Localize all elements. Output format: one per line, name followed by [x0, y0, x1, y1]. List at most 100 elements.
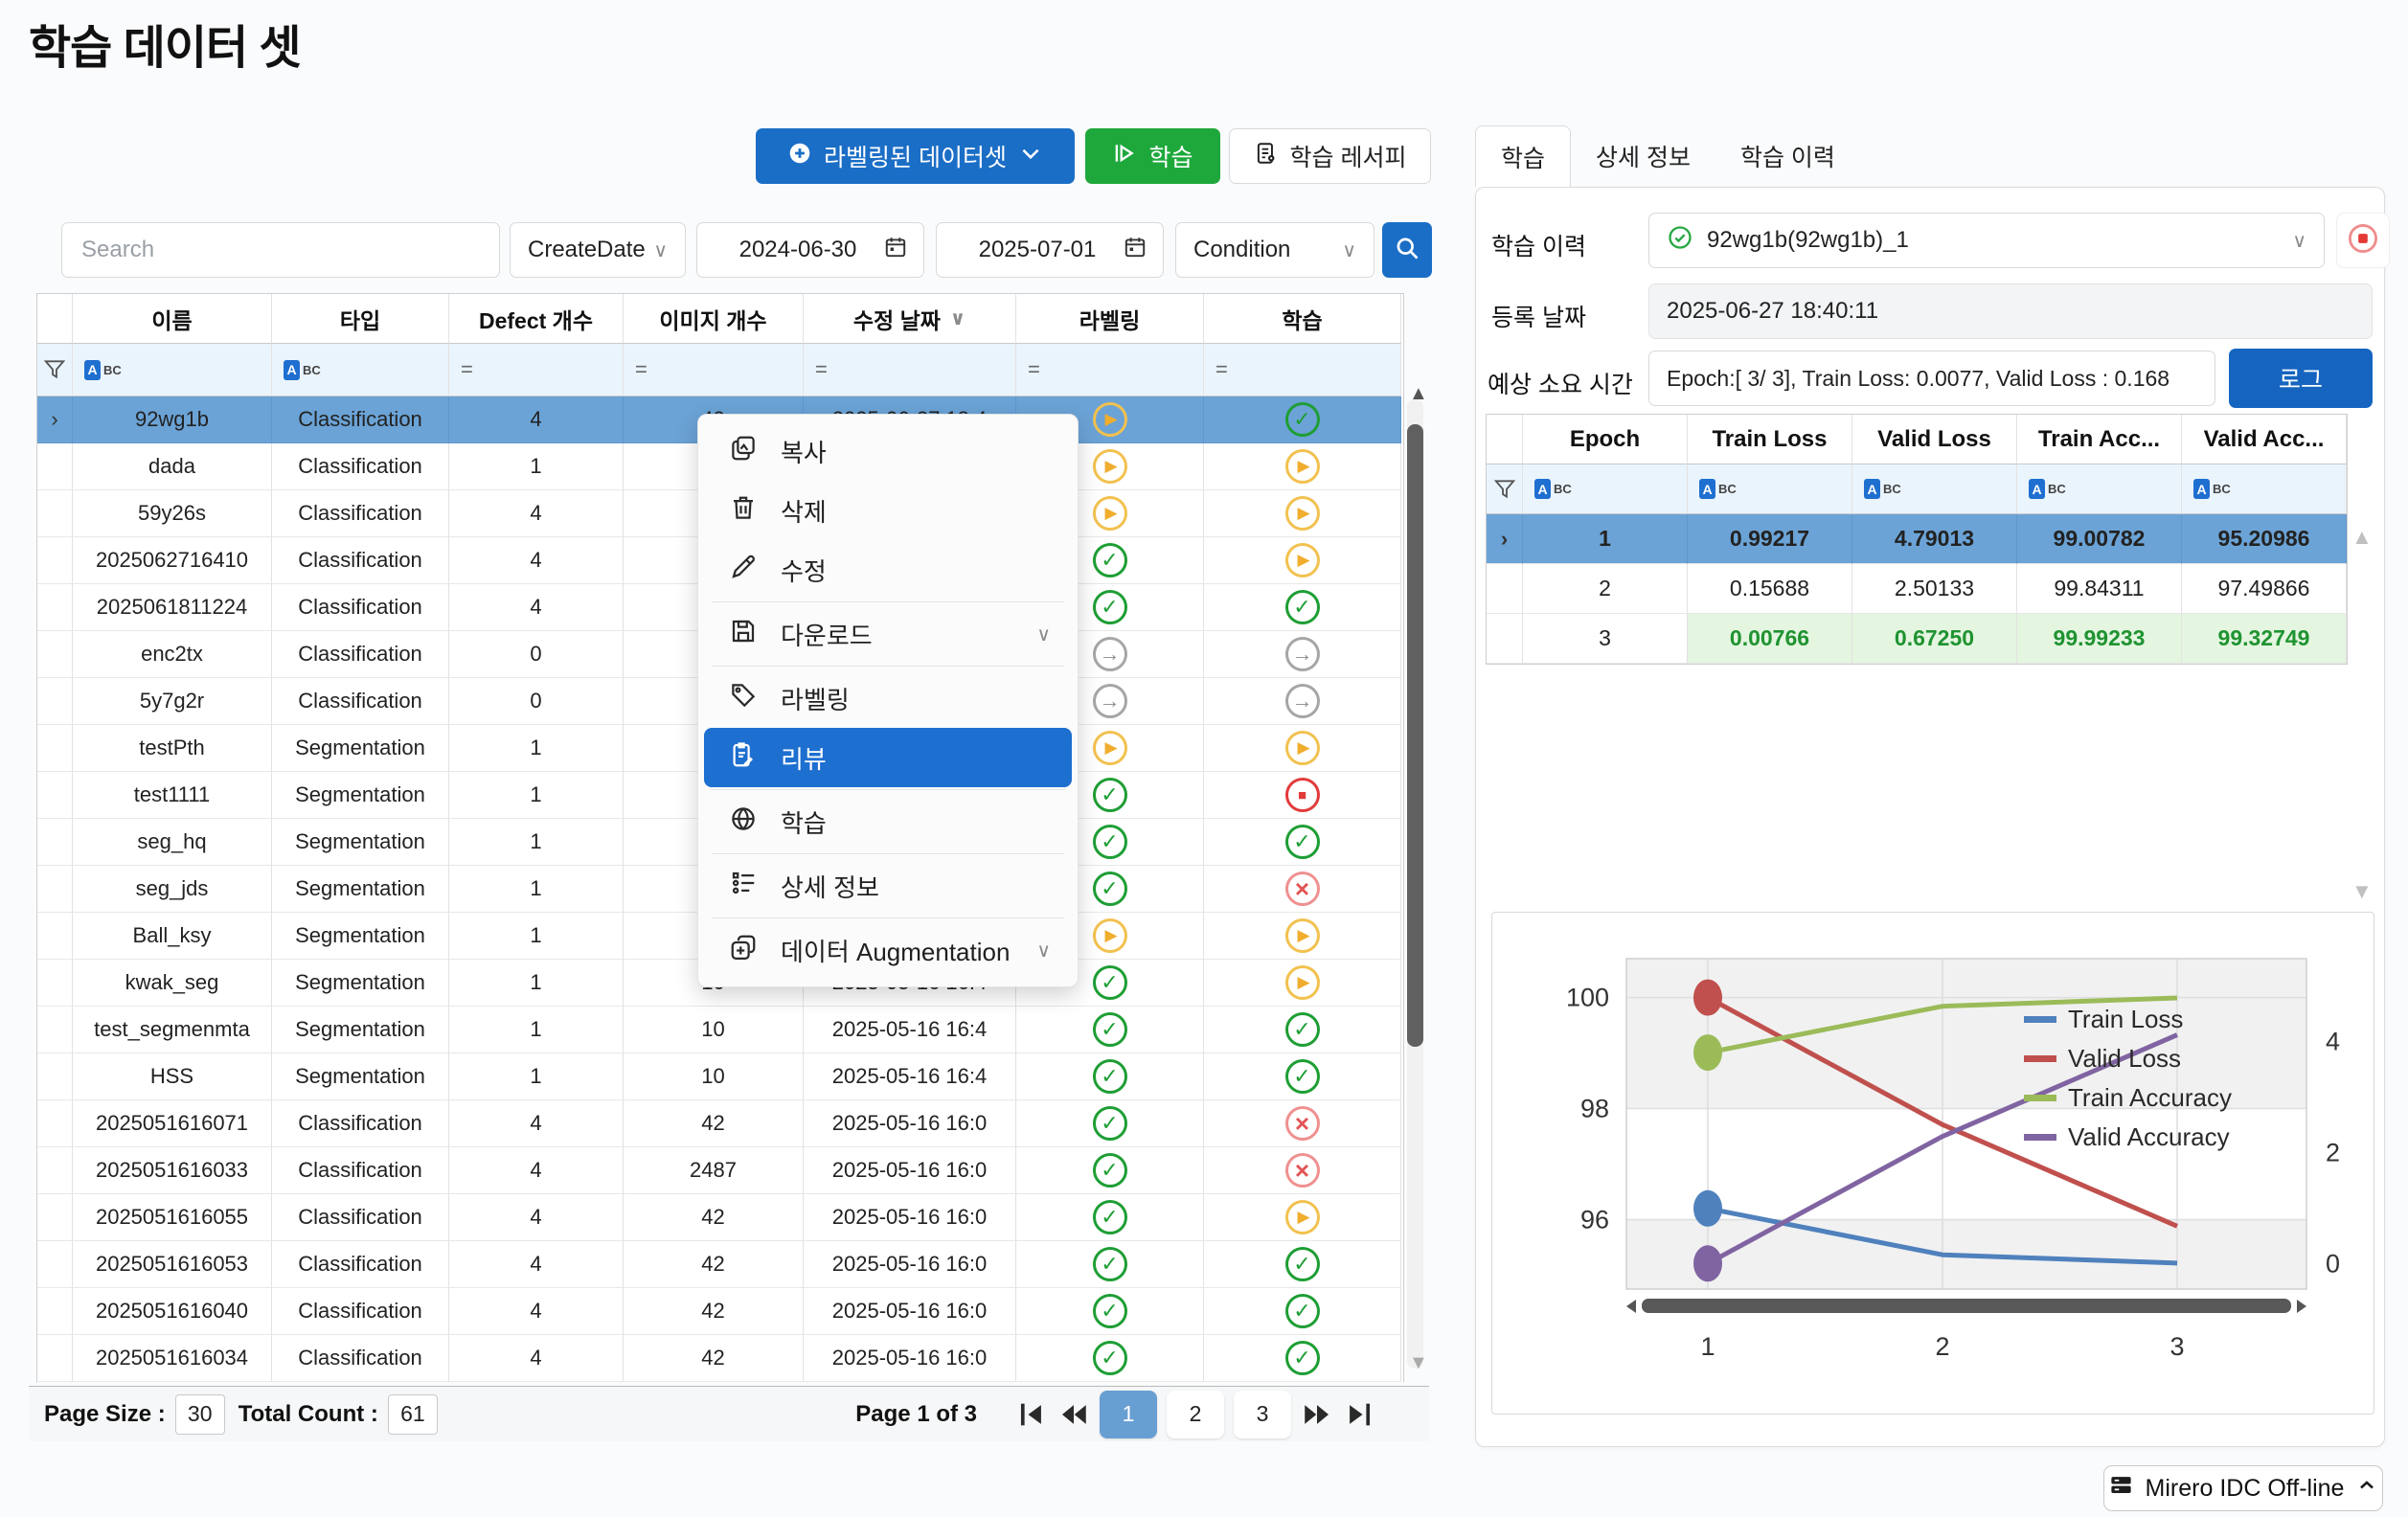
record-button[interactable] [2336, 213, 2390, 268]
date-to-input[interactable]: 2025-07-01 [936, 222, 1164, 278]
column-header-6[interactable]: 라벨링 [1016, 294, 1204, 344]
calendar-icon[interactable] [883, 235, 908, 266]
menu-item-5[interactable]: 라벨링 [704, 668, 1072, 728]
menu-item-2[interactable]: 삭제 [704, 481, 1072, 540]
filter-cell[interactable]: = [1016, 344, 1204, 396]
train-button[interactable]: 학습 [1085, 128, 1220, 184]
menu-item-3[interactable]: 수정 [704, 540, 1072, 600]
abc-filter-chip[interactable]: A BC [84, 359, 122, 380]
date-from-input[interactable]: 2024-06-30 [696, 222, 924, 278]
epoch-filter-cell[interactable]: A BC [2017, 464, 2182, 514]
table-row[interactable]: seg_hq Segmentation 1 ✓ ✓ [37, 819, 1403, 866]
menu-item-6[interactable]: 리뷰 [704, 728, 1072, 787]
training-history-select[interactable]: 92wg1b(92wg1b)_1 ∨ [1648, 213, 2325, 268]
scroll-down-icon[interactable]: ▼ [2351, 879, 2373, 903]
filter-cell[interactable]: = [624, 344, 804, 396]
table-row[interactable]: 2025061811224 Classification 4 ✓ ✓ [37, 584, 1403, 631]
page-size-input[interactable] [174, 1393, 225, 1435]
pager-first-icon[interactable] [1015, 1398, 1048, 1431]
epoch-filter-cell[interactable]: A BC [1688, 464, 1852, 514]
filter-cell[interactable]: = [1204, 344, 1401, 396]
column-header-3[interactable]: Defect 개수 [449, 294, 624, 344]
epoch-filter-cell[interactable]: A BC [2182, 464, 2347, 514]
table-row[interactable]: test1111 Segmentation 1 ✓ ■ [37, 772, 1403, 819]
total-count-input[interactable] [387, 1393, 438, 1435]
table-row[interactable]: Ball_ksy Segmentation 1 ▶ ▶ [37, 913, 1403, 960]
table-row[interactable]: 2025051616033 Classification 4 2487 2025-05-… [37, 1147, 1403, 1194]
tab-details[interactable]: 상세 정보 [1571, 125, 1715, 187]
pager-next-icon[interactable] [1301, 1398, 1333, 1431]
abc-filter-chip[interactable]: A BC [2029, 479, 2066, 499]
connection-status[interactable]: Mirero IDC Off-line [2103, 1465, 2383, 1511]
tab-history[interactable]: 학습 이력 [1715, 125, 1860, 187]
epoch-row[interactable]: 2 0.15688 2.50133 99.84311 97.49866 [1487, 564, 2347, 614]
abc-filter-chip[interactable]: A BC [284, 359, 321, 380]
pager-page-3[interactable]: 3 [1234, 1390, 1291, 1438]
pager-prev-icon[interactable] [1057, 1398, 1090, 1431]
epoch-column-header-4[interactable]: Train Acc... [2017, 415, 2182, 464]
labeling-status-check-icon: ✓ [1092, 825, 1127, 859]
scroll-up-icon[interactable]: ▲ [2351, 525, 2373, 549]
abc-filter-chip[interactable]: A BC [1699, 479, 1737, 499]
filter-cell[interactable]: = [804, 344, 1016, 396]
table-row[interactable]: 2025051616034 Classification 4 42 2025-05-16… [37, 1335, 1403, 1382]
cell-training: ✓ [1204, 1335, 1401, 1382]
table-row[interactable]: enc2tx Classification 0 → → [37, 631, 1403, 678]
menu-item-7[interactable]: 학습 [704, 792, 1072, 851]
filter-cell[interactable]: = [449, 344, 624, 396]
tab-train[interactable]: 학습 [1475, 125, 1572, 187]
column-header-7[interactable]: 학습 [1204, 294, 1401, 344]
epoch-filter-cell[interactable]: A BC [1523, 464, 1688, 514]
abc-filter-chip[interactable]: A BC [2193, 479, 2231, 499]
epoch-row[interactable]: 3 0.00766 0.67250 99.99233 99.32749 [1487, 614, 2347, 664]
table-row[interactable]: HSS Segmentation 1 10 2025-05-16 16:4 ✓ ✓ [37, 1053, 1403, 1100]
table-row[interactable]: test_segmenmta Segmentation 1 10 2025-05-16 … [37, 1007, 1403, 1053]
epoch-column-header-5[interactable]: Valid Acc... [2182, 415, 2347, 464]
cell-defects: 4 [449, 1100, 624, 1147]
log-button[interactable]: 로그 [2229, 349, 2373, 408]
search-input[interactable] [61, 222, 500, 278]
menu-item-1[interactable]: 복사 [704, 421, 1072, 481]
epoch-column-header-2[interactable]: Train Loss [1688, 415, 1852, 464]
filter-cell[interactable]: A BC [73, 344, 272, 396]
epoch-row[interactable]: › 1 0.99217 4.79013 99.00782 95.20986 [1487, 514, 2347, 564]
condition-select[interactable]: Condition ∨ [1175, 222, 1374, 278]
column-header-5[interactable]: 수정 날짜 ∨ [804, 294, 1016, 344]
series-valid-accuracy [1706, 1032, 2178, 1266]
table-row[interactable]: 2025051616040 Classification 4 42 2025-05-16… [37, 1288, 1403, 1335]
row-expand-icon[interactable]: › [51, 407, 58, 431]
table-row[interactable]: testPth Segmentation 1 ▶ ▶ [37, 725, 1403, 772]
column-header-1[interactable]: 이름 [73, 294, 272, 344]
table-row[interactable]: 5y7g2r Classification 0 → → [37, 678, 1403, 725]
row-expand-icon[interactable]: › [1500, 526, 1509, 551]
search-button[interactable] [1382, 222, 1432, 278]
menu-item-4[interactable]: 다운로드 ∨ [704, 604, 1072, 664]
column-header-2[interactable]: 타입 [272, 294, 449, 344]
filter-cell[interactable]: A BC [272, 344, 449, 396]
column-header-4[interactable]: 이미지 개수 [624, 294, 804, 344]
scroll-down-icon[interactable]: ▼ [1409, 1352, 1428, 1373]
labeled-dataset-button[interactable]: 라벨링된 데이터셋 [756, 128, 1075, 184]
scrollbar-thumb[interactable] [1407, 424, 1423, 1047]
calendar-icon[interactable] [1123, 235, 1147, 266]
abc-filter-chip[interactable]: A BC [1534, 479, 1572, 499]
epoch-column-header-3[interactable]: Valid Loss [1852, 415, 2017, 464]
filter-funnel-cell[interactable] [37, 344, 73, 396]
table-row[interactable]: 2025062716410 Classification 4 ✓ ▶ [37, 537, 1403, 584]
scroll-up-icon[interactable]: ▲ [1409, 383, 1428, 404]
abc-filter-chip[interactable]: A BC [1864, 479, 1901, 499]
epoch-filter-funnel-cell[interactable] [1487, 464, 1523, 514]
table-row[interactable]: 2025051616053 Classification 4 42 2025-05-16… [37, 1241, 1403, 1288]
table-row[interactable]: 2025051616055 Classification 4 42 2025-05-16… [37, 1194, 1403, 1241]
pager-page-2[interactable]: 2 [1167, 1390, 1224, 1438]
table-row[interactable]: 2025051616071 Classification 4 42 2025-05-16… [37, 1100, 1403, 1147]
dataset-table-scrollbar[interactable]: ▲ ▼ [1404, 384, 1428, 1386]
menu-item-8[interactable]: 상세 정보 [704, 856, 1072, 916]
menu-item-9[interactable]: 데이터 Augmentation ∨ [704, 920, 1072, 980]
date-field-select[interactable]: CreateDate ∨ [510, 222, 686, 278]
pager-page-1[interactable]: 1 [1100, 1390, 1157, 1438]
pager-last-icon[interactable] [1343, 1398, 1375, 1431]
epoch-filter-cell[interactable]: A BC [1852, 464, 2017, 514]
epoch-column-header-1[interactable]: Epoch [1523, 415, 1688, 464]
train-recipe-button[interactable]: 학습 레서피 [1229, 128, 1431, 184]
